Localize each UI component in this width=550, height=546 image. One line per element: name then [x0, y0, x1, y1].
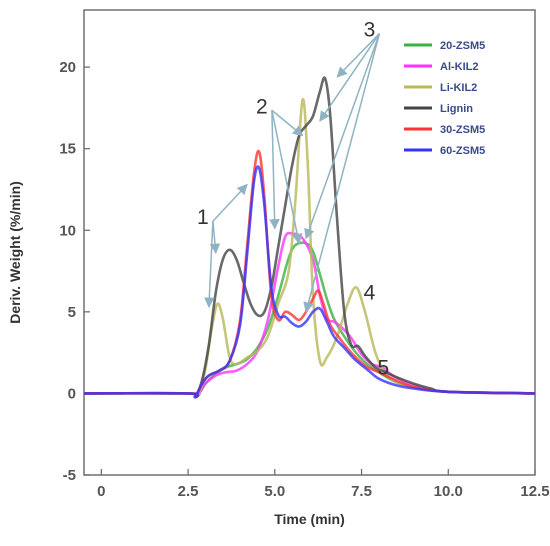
- legend-label-li-kil2: Li-KIL2: [440, 82, 477, 94]
- series-line-al-kil2: [84, 231, 536, 396]
- legend-label-al-kil2: Al-KIL2: [440, 61, 479, 73]
- plot-frame: [83, 9, 536, 476]
- annotation-label-1: 1: [197, 206, 209, 229]
- annotation-label-3: 3: [364, 19, 376, 42]
- legend-label-lignin: Lignin: [440, 103, 473, 115]
- legend: 20-ZSM5 Al-KIL2 Li-KIL2 Lignin 30-ZSM5 60-ZSM…: [404, 40, 485, 157]
- legend-label-20-zsm5: 20-ZSM5: [440, 40, 485, 52]
- annotation-arrow-3: [303, 33, 381, 313]
- x-tick-label: 12.5: [520, 483, 549, 500]
- x-tick-label: 10.0: [434, 483, 463, 500]
- annotation-arrow-3: [336, 33, 380, 78]
- x-axis-title: Time (min): [274, 511, 345, 527]
- x-tick-label: 5.0: [264, 483, 285, 500]
- y-axis-title: Deriv. Weight (%/min): [7, 181, 23, 324]
- series-line-60-zsm5: [83, 165, 536, 399]
- y-tick-label: -5: [63, 467, 76, 484]
- annotations: 1 2 3 4 5: [197, 19, 389, 380]
- x-tick-label: 0: [97, 483, 105, 500]
- annotation-arrow-1: [204, 221, 215, 308]
- annotation-label-4: 4: [364, 281, 376, 304]
- annotation-label-2: 2: [256, 95, 268, 118]
- annotation-arrow-3: [304, 33, 381, 240]
- annotation-arrow-3: [319, 33, 381, 122]
- series-line-li-kil2: [84, 98, 536, 397]
- y-tick-label: 0: [68, 385, 76, 402]
- y-tick-label: 20: [59, 59, 76, 76]
- y-tick-label: 5: [68, 304, 76, 321]
- legend-label-30-zsm5: 30-ZSM5: [440, 124, 485, 136]
- annotation-arrow-2: [269, 110, 280, 230]
- legend-label-60-zsm5: 60-ZSM5: [440, 145, 485, 157]
- x-tick-label: 2.5: [178, 483, 199, 500]
- annotation-arrow-2: [271, 109, 304, 137]
- annotation-label-5: 5: [377, 356, 389, 379]
- y-tick-label: 10: [59, 222, 76, 239]
- annotation-arrow-1: [212, 183, 248, 222]
- annotation-arrow-2: [271, 110, 303, 245]
- x-tick-label: 7.5: [351, 483, 372, 500]
- y-tick-label: 15: [59, 141, 76, 158]
